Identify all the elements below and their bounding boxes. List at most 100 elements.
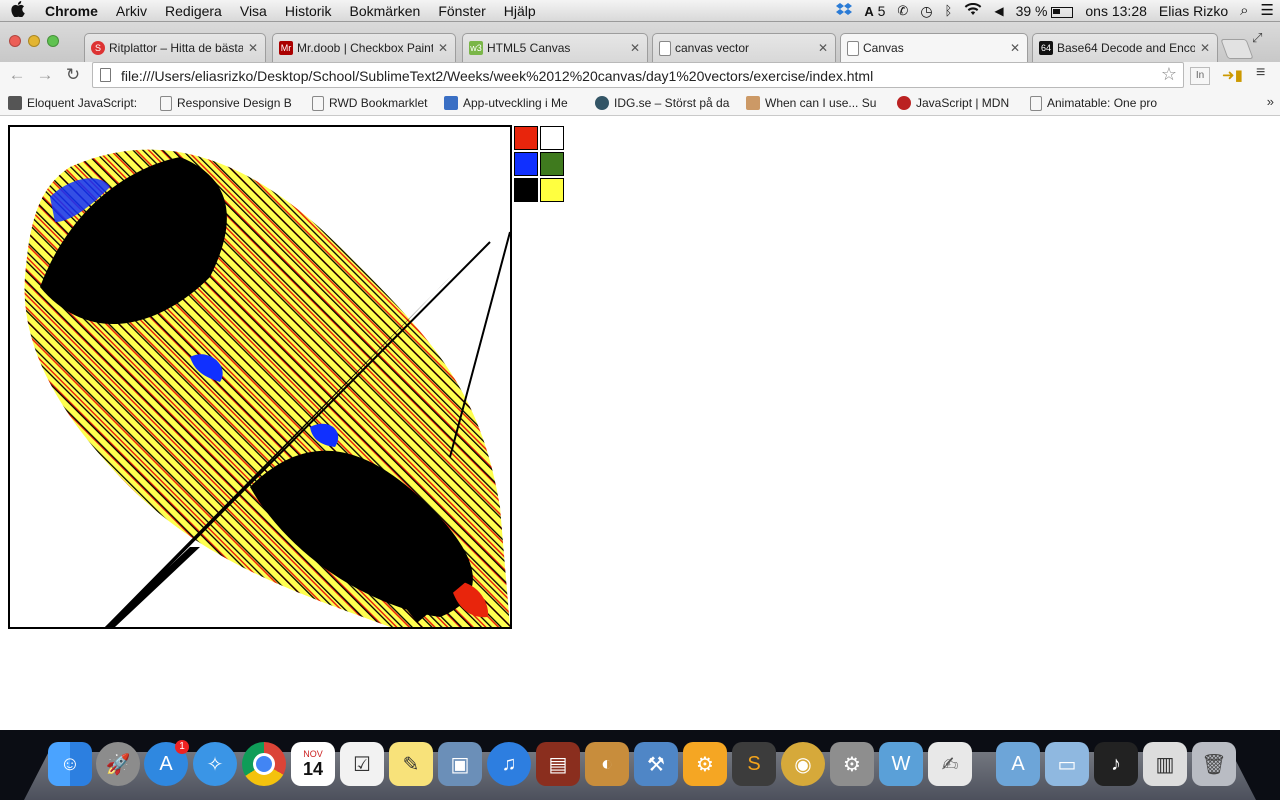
- swatch-white[interactable]: [540, 126, 564, 150]
- textedit-icon[interactable]: ✍: [928, 742, 972, 786]
- tab-close-icon[interactable]: ✕: [629, 41, 641, 55]
- bookmark-eloquent-js[interactable]: Eloquent JavaScript:: [8, 94, 137, 112]
- bookmark-rwd-bookmarklet[interactable]: RWD Bookmarklet: [312, 94, 427, 112]
- bookmark-idg[interactable]: IDG.se – Störst på da: [595, 94, 729, 112]
- bookmark-responsive-design[interactable]: Responsive Design B: [160, 94, 292, 112]
- app-store-icon[interactable]: A: [144, 742, 188, 786]
- menu-visa[interactable]: Visa: [239, 3, 267, 19]
- chrome-icon[interactable]: [242, 742, 286, 786]
- minimize-window-icon[interactable]: [28, 35, 40, 47]
- address-bar[interactable]: ☆: [92, 62, 1184, 88]
- applications-folder-icon[interactable]: A: [996, 742, 1040, 786]
- swatch-yellow[interactable]: [540, 178, 564, 202]
- battery-icon: [1051, 6, 1074, 18]
- finder-icon[interactable]: ☺: [48, 742, 92, 786]
- menu-arkiv[interactable]: Arkiv: [115, 3, 148, 19]
- page-icon: [100, 68, 111, 82]
- time-machine-icon[interactable]: ◷: [920, 3, 933, 19]
- swatch-green[interactable]: [540, 152, 564, 176]
- notification-center-icon[interactable]: ☰: [1260, 2, 1274, 19]
- settings-gear-icon[interactable]: ⚙: [683, 742, 727, 786]
- extension-icon[interactable]: In: [1190, 67, 1210, 85]
- tab-title: Canvas: [863, 41, 904, 55]
- battery-status[interactable]: 39 %: [1010, 0, 1080, 22]
- safari-icon[interactable]: ✧: [193, 742, 237, 786]
- bookmark-mdn[interactable]: JavaScript | MDN: [897, 94, 1009, 112]
- tab-mrdoob[interactable]: Mr Mr.doob | Checkbox Paint ✕: [272, 33, 456, 62]
- wifi-icon[interactable]: [958, 0, 988, 22]
- xcode-icon[interactable]: ⚒: [634, 742, 678, 786]
- window-controls: [9, 35, 59, 47]
- tab-ritplattor[interactable]: S Ritplattor – Hitta de bästa ✕: [84, 33, 266, 62]
- calendar-icon[interactable]: NOV 14: [291, 742, 335, 786]
- preview-icon[interactable]: ▣: [438, 742, 482, 786]
- menu-redigera[interactable]: Redigera: [165, 3, 222, 19]
- menu-bokmarken[interactable]: Bokmärken: [349, 3, 421, 19]
- tab-favicon-icon: S: [91, 41, 105, 55]
- spotlight-icon[interactable]: ⌕: [1240, 2, 1249, 19]
- reminders-icon[interactable]: ☑: [340, 742, 384, 786]
- canvas-drawing: [24, 149, 510, 627]
- back-arrow-icon[interactable]: ←: [8, 65, 26, 84]
- apple-menu-icon[interactable]: [0, 1, 36, 21]
- tab-canvas-vector[interactable]: canvas vector ✕: [652, 33, 836, 62]
- bluetooth-icon[interactable]: ᛒ: [944, 3, 953, 18]
- browser-toolbar: ← → ↻ ☆ In ➜▮ ≡: [0, 62, 1280, 90]
- close-window-icon[interactable]: [9, 35, 21, 47]
- bookmark-favicon-icon: [746, 96, 760, 110]
- tab-base64[interactable]: 64 Base64 Decode and Encode ✕: [1032, 33, 1218, 62]
- itunes-icon[interactable]: ♫: [487, 742, 531, 786]
- tab-close-icon[interactable]: ✕: [817, 41, 829, 55]
- new-tab-button[interactable]: [1220, 39, 1254, 59]
- dvd-player-icon[interactable]: ◉: [781, 742, 825, 786]
- tab-close-icon[interactable]: ✕: [437, 41, 449, 55]
- notes-icon[interactable]: ✎: [389, 742, 433, 786]
- trash-icon[interactable]: 🗑: [1192, 742, 1236, 786]
- iphoto-icon[interactable]: ◐: [585, 742, 629, 786]
- tab-html5-canvas[interactable]: w3 HTML5 Canvas ✕: [462, 33, 648, 62]
- menu-historik[interactable]: Historik: [284, 3, 332, 19]
- downloads-stack-icon[interactable]: ▥: [1143, 742, 1187, 786]
- tab-close-icon[interactable]: ✕: [1009, 41, 1021, 55]
- menu-app-name[interactable]: Chrome: [45, 3, 98, 19]
- bookmark-favicon-icon: [595, 96, 609, 110]
- user-name[interactable]: Elias Rizko: [1158, 3, 1229, 19]
- word-icon[interactable]: W: [879, 742, 923, 786]
- tab-close-icon[interactable]: ✕: [247, 41, 259, 55]
- clock[interactable]: ons 13:28: [1085, 3, 1147, 19]
- dropbox-icon[interactable]: [830, 0, 858, 22]
- bookmark-star-icon[interactable]: ☆: [1160, 64, 1177, 84]
- forward-arrow-icon[interactable]: →: [36, 65, 54, 84]
- bookmark-app-utveckling[interactable]: App-utveckling i Me: [444, 94, 568, 112]
- swatch-red[interactable]: [514, 126, 538, 150]
- menu-fonster[interactable]: Fönster: [438, 3, 486, 19]
- tab-canvas-active[interactable]: Canvas ✕: [840, 33, 1028, 62]
- bookmarks-overflow-icon[interactable]: »: [1266, 94, 1274, 109]
- tab-favicon-icon: w3: [469, 41, 483, 55]
- photo-booth-icon[interactable]: ▤: [536, 742, 580, 786]
- page-icon: [847, 40, 859, 56]
- zoom-window-icon[interactable]: [47, 35, 59, 47]
- fullscreen-icon[interactable]: ⤢: [1252, 30, 1263, 45]
- bookmark-caniuse[interactable]: When can I use... Su: [746, 94, 876, 112]
- calendar-month: NOV: [303, 748, 323, 759]
- sublime-text-icon[interactable]: S: [732, 742, 776, 786]
- reload-icon[interactable]: ↻: [65, 65, 81, 84]
- bookmark-animatable[interactable]: Animatable: One pro: [1030, 94, 1157, 112]
- adobe-icon[interactable]: A 5: [864, 2, 886, 19]
- launchpad-icon[interactable]: 🚀: [96, 742, 140, 786]
- drawing-canvas[interactable]: [8, 125, 512, 629]
- url-input[interactable]: [119, 65, 1153, 87]
- music-folder-icon[interactable]: ♪: [1094, 742, 1138, 786]
- swatch-blue[interactable]: [514, 152, 538, 176]
- menu-hjalp[interactable]: Hjälp: [503, 3, 536, 19]
- tab-close-icon[interactable]: ✕: [1199, 41, 1211, 55]
- volume-icon[interactable]: ◀: [994, 4, 1004, 18]
- swatch-black[interactable]: [514, 178, 538, 202]
- system-preferences-icon[interactable]: ⚙: [830, 742, 874, 786]
- extension-lock-icon[interactable]: ➜▮: [1222, 67, 1243, 84]
- page-icon: [1030, 95, 1042, 111]
- phone-icon[interactable]: ✆: [897, 3, 909, 18]
- chrome-menu-icon[interactable]: ≡: [1256, 64, 1266, 81]
- documents-folder-icon[interactable]: ▭: [1045, 742, 1089, 786]
